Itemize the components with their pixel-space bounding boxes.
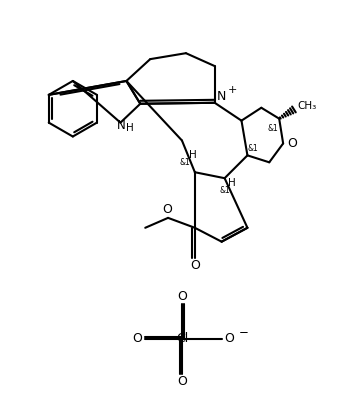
Text: H: H (126, 123, 134, 133)
Text: &1: &1 (180, 158, 190, 167)
Text: Cl: Cl (176, 332, 188, 345)
Text: &1: &1 (219, 186, 230, 195)
Text: −: − (239, 326, 249, 339)
Text: O: O (177, 290, 187, 303)
Text: O: O (287, 137, 297, 150)
Text: O: O (190, 259, 200, 272)
Text: N: N (117, 119, 126, 132)
Text: &1: &1 (247, 144, 258, 153)
Text: N: N (217, 90, 226, 103)
Text: O: O (132, 332, 142, 345)
Text: +: + (228, 85, 237, 95)
Text: H: H (189, 150, 197, 160)
Text: O: O (225, 332, 234, 345)
Text: H: H (228, 178, 235, 188)
Text: &1: &1 (268, 124, 278, 133)
Text: O: O (177, 375, 187, 388)
Text: CH₃: CH₃ (297, 101, 316, 111)
Text: O: O (162, 204, 172, 216)
